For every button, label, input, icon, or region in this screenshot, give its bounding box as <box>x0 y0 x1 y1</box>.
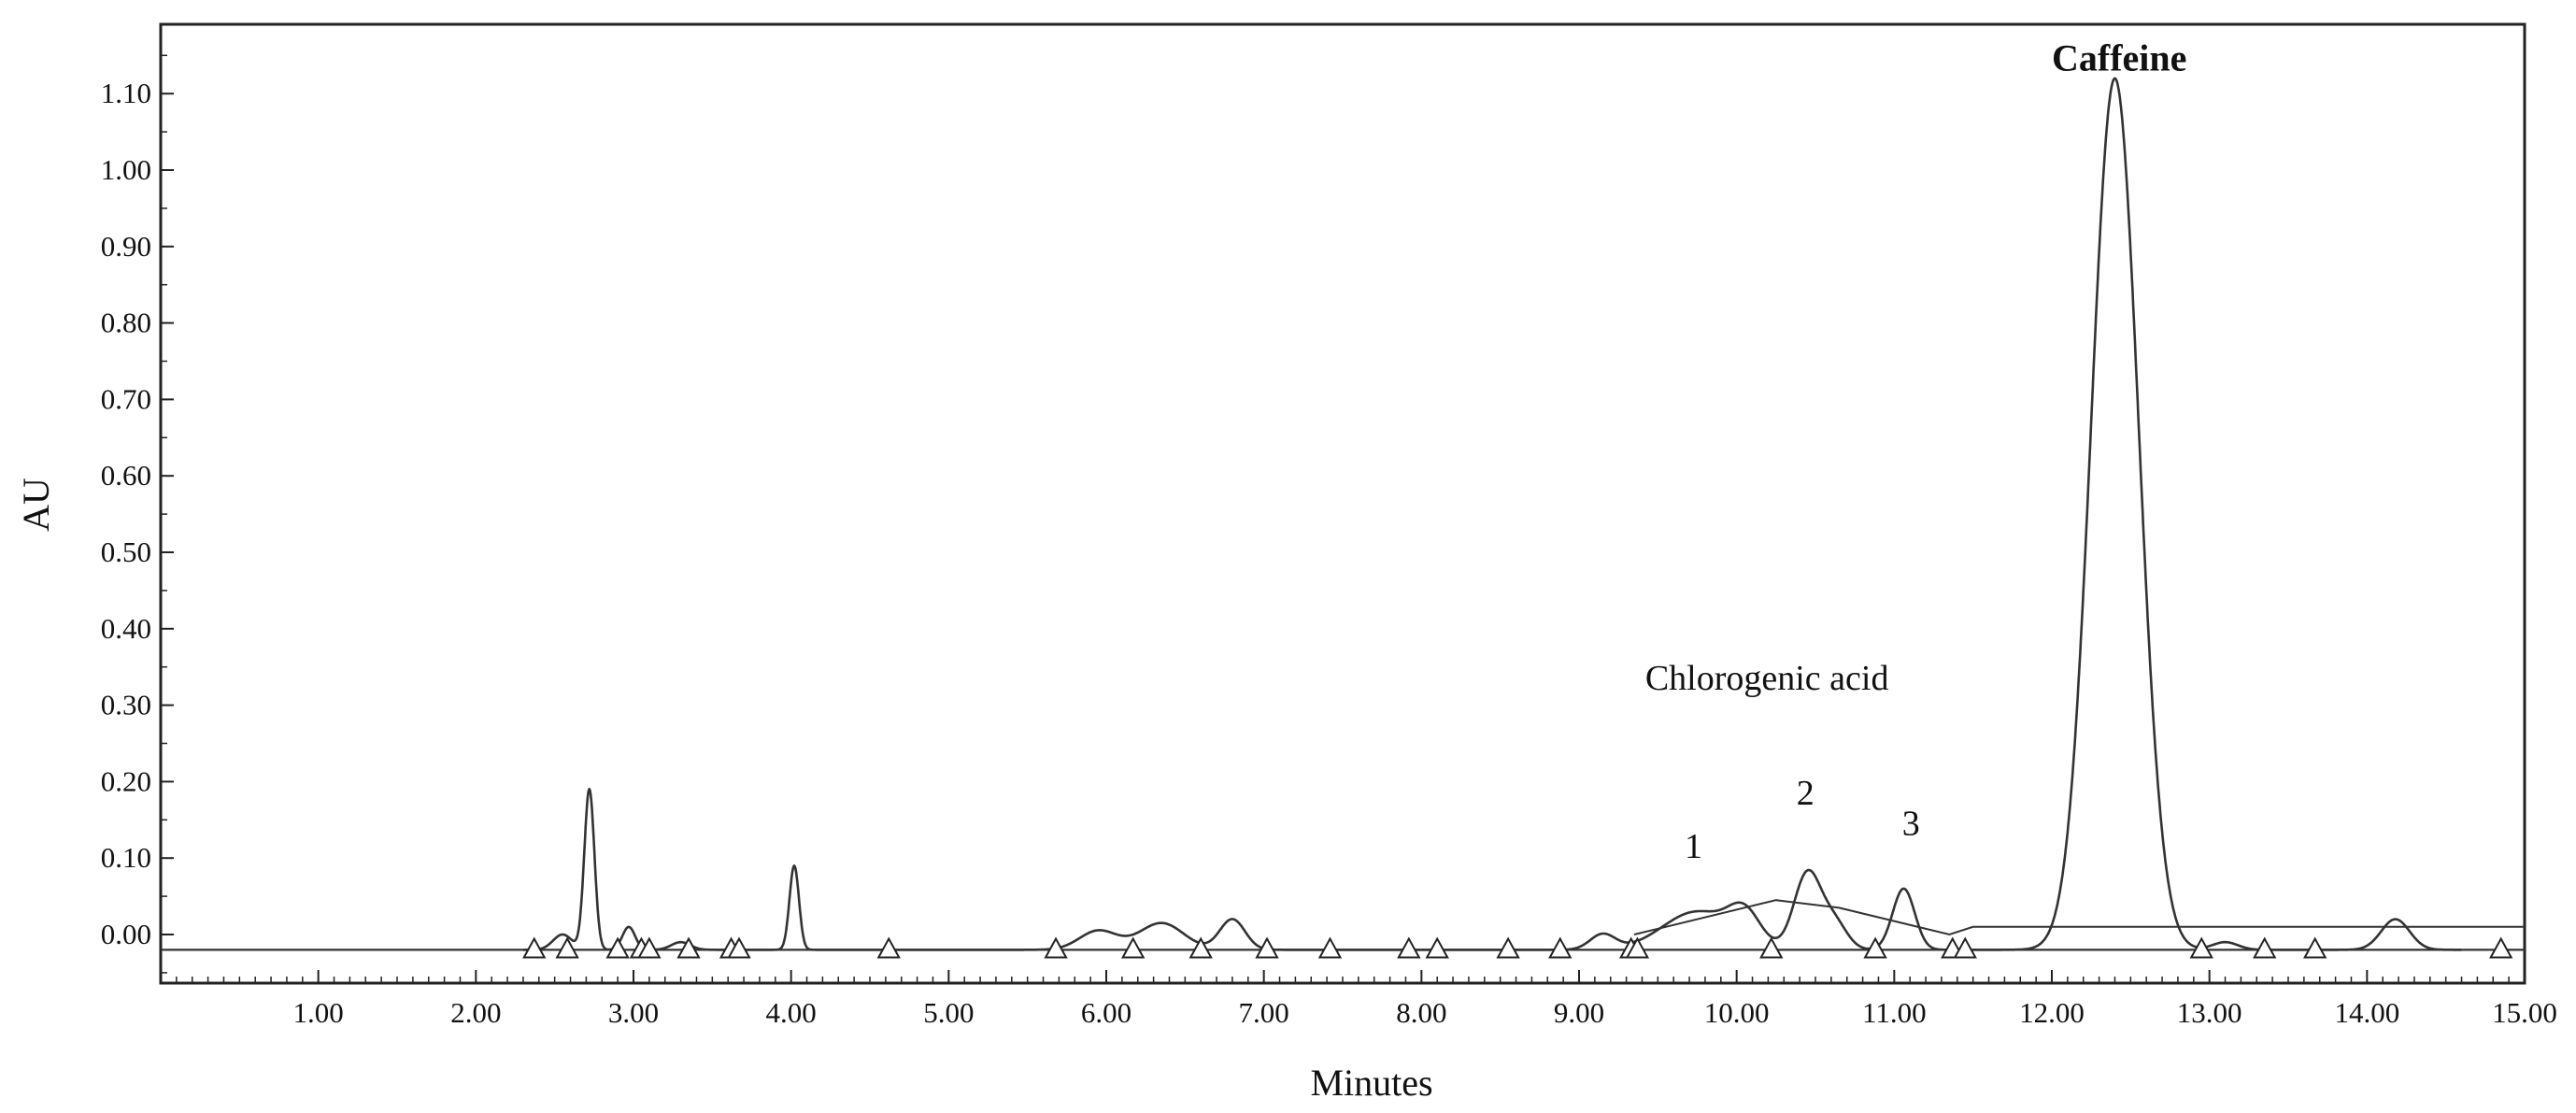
peak-marker <box>1317 936 1343 959</box>
x-tick-label: 13.00 <box>2177 996 2242 1029</box>
y-tick-label: 0.90 <box>101 230 151 263</box>
peak-marker <box>605 936 630 959</box>
peak-marker <box>2302 936 2327 959</box>
x-axis: 1.00 2.00 3.00 4.00 5.00 6.00 7.00 8.00 9.00 10.0… <box>176 970 2557 1029</box>
peak-annotation: 3 <box>1902 805 1920 844</box>
peak-marker <box>1548 936 1573 959</box>
peak-annotation: 2 <box>1797 774 1815 813</box>
peak-marker <box>1120 936 1146 959</box>
y-tick-label: 0.40 <box>101 612 151 645</box>
integration-baseline <box>1633 899 2525 936</box>
peak-marker <box>2189 936 2213 959</box>
x-tick-label: 5.00 <box>923 996 974 1029</box>
plot-frame <box>159 22 2526 985</box>
peak-marker <box>1625 936 1650 959</box>
peak-marker <box>2489 936 2513 959</box>
x-tick-label: 8.00 <box>1396 996 1446 1029</box>
x-tick-label: 9.00 <box>1554 996 1604 1029</box>
peak-marker <box>1863 936 1887 959</box>
plot-content <box>161 77 2525 959</box>
y-tick-label: 1.10 <box>101 77 151 109</box>
x-tick-label: 11.00 <box>1862 996 1927 1029</box>
y-tick-label: 0.30 <box>101 689 151 721</box>
y-axis: 0.00 0.10 0.20 0.30 0.40 0.50 0.60 0.70 0.80 0.90… <box>101 54 174 974</box>
peak-marker <box>876 936 901 959</box>
peak-annotation: Chlorogenic acid <box>1645 659 1889 698</box>
x-tick-label: 14.00 <box>2334 996 2399 1029</box>
peak-marker <box>637 936 662 959</box>
y-tick-label: 0.70 <box>101 382 151 415</box>
annotations: Caffeine Chlorogenic acid 1 2 3 <box>1645 37 2187 867</box>
y-tick-label: 0.80 <box>101 307 151 339</box>
peak-marker <box>1255 936 1279 959</box>
x-tick-label: 12.00 <box>2019 996 2085 1029</box>
x-tick-label: 15.00 <box>2492 996 2557 1029</box>
peak-marker <box>2253 936 2277 959</box>
peak-marker <box>1188 936 1213 959</box>
y-axis-title: AU <box>15 478 57 532</box>
peak-annotation: 1 <box>1685 827 1702 866</box>
y-tick-label: 0.20 <box>101 764 151 797</box>
peak-marker <box>522 936 547 959</box>
peak-marker <box>555 936 579 959</box>
y-tick-label: 0.50 <box>101 535 151 568</box>
peak-marker <box>1496 936 1520 959</box>
chromatogram-trace <box>522 77 2463 951</box>
peak-marker <box>1953 936 1977 959</box>
y-tick-label: 0.00 <box>101 918 151 950</box>
peak-marker <box>676 936 701 959</box>
x-tick-label: 6.00 <box>1081 996 1131 1029</box>
y-tick-label: 1.00 <box>101 153 151 186</box>
peak-marker <box>727 936 751 959</box>
x-tick-label: 7.00 <box>1239 996 1289 1029</box>
x-tick-label: 1.00 <box>293 996 344 1029</box>
y-tick-label: 0.60 <box>101 459 151 492</box>
y-tick-label: 0.10 <box>101 841 151 874</box>
peak-annotation: Caffeine <box>2052 37 2186 79</box>
x-axis-title: Minutes <box>1310 1062 1432 1104</box>
x-tick-label: 2.00 <box>450 996 501 1029</box>
peak-marker <box>1397 936 1421 959</box>
peak-marker <box>1759 936 1784 959</box>
x-tick-label: 3.00 <box>608 996 659 1029</box>
x-tick-label: 4.00 <box>766 996 817 1029</box>
x-tick-label: 10.00 <box>1704 996 1770 1029</box>
peak-marker <box>1425 936 1449 959</box>
peak-marker <box>1044 936 1068 959</box>
